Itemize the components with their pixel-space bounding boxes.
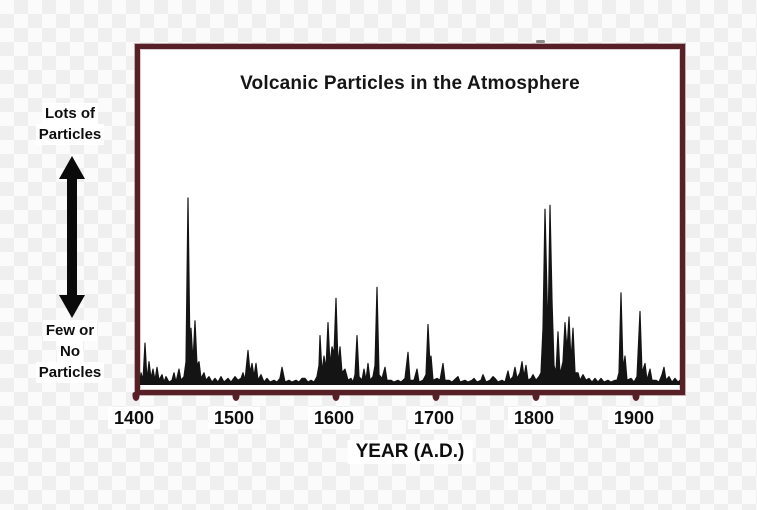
chart-title: Volcanic Particles in the Atmosphere [240, 73, 580, 94]
stray-mark [536, 40, 545, 43]
x-tick-label: 1700 [407, 407, 461, 429]
x-tick-label: 1600 [307, 407, 361, 429]
y-axis-top-label: Lots of Particles [14, 103, 126, 145]
x-tick-label: 1900 [607, 407, 661, 429]
y-axis-bottom-label-line3: Particles [35, 362, 105, 383]
y-axis-top-label-line1: Lots of [42, 103, 98, 124]
x-axis-label: YEAR (A.D.) [347, 440, 473, 464]
y-axis-bottom-label-line2: No [57, 341, 83, 362]
plot-area [140, 197, 680, 385]
y-axis-bottom-label-line1: Few or [42, 320, 98, 341]
chart-frame: Volcanic Particles in the Atmosphere [135, 44, 685, 395]
double-arrow-icon [59, 156, 85, 318]
y-axis-top-label-line2: Particles [35, 124, 105, 145]
x-tick-label: 1500 [207, 407, 261, 429]
x-tick-label: 1800 [507, 407, 561, 429]
x-tick-label: 1400 [107, 407, 161, 429]
y-axis-bottom-label: Few or No Particles [14, 320, 126, 383]
spike-series [140, 197, 680, 385]
